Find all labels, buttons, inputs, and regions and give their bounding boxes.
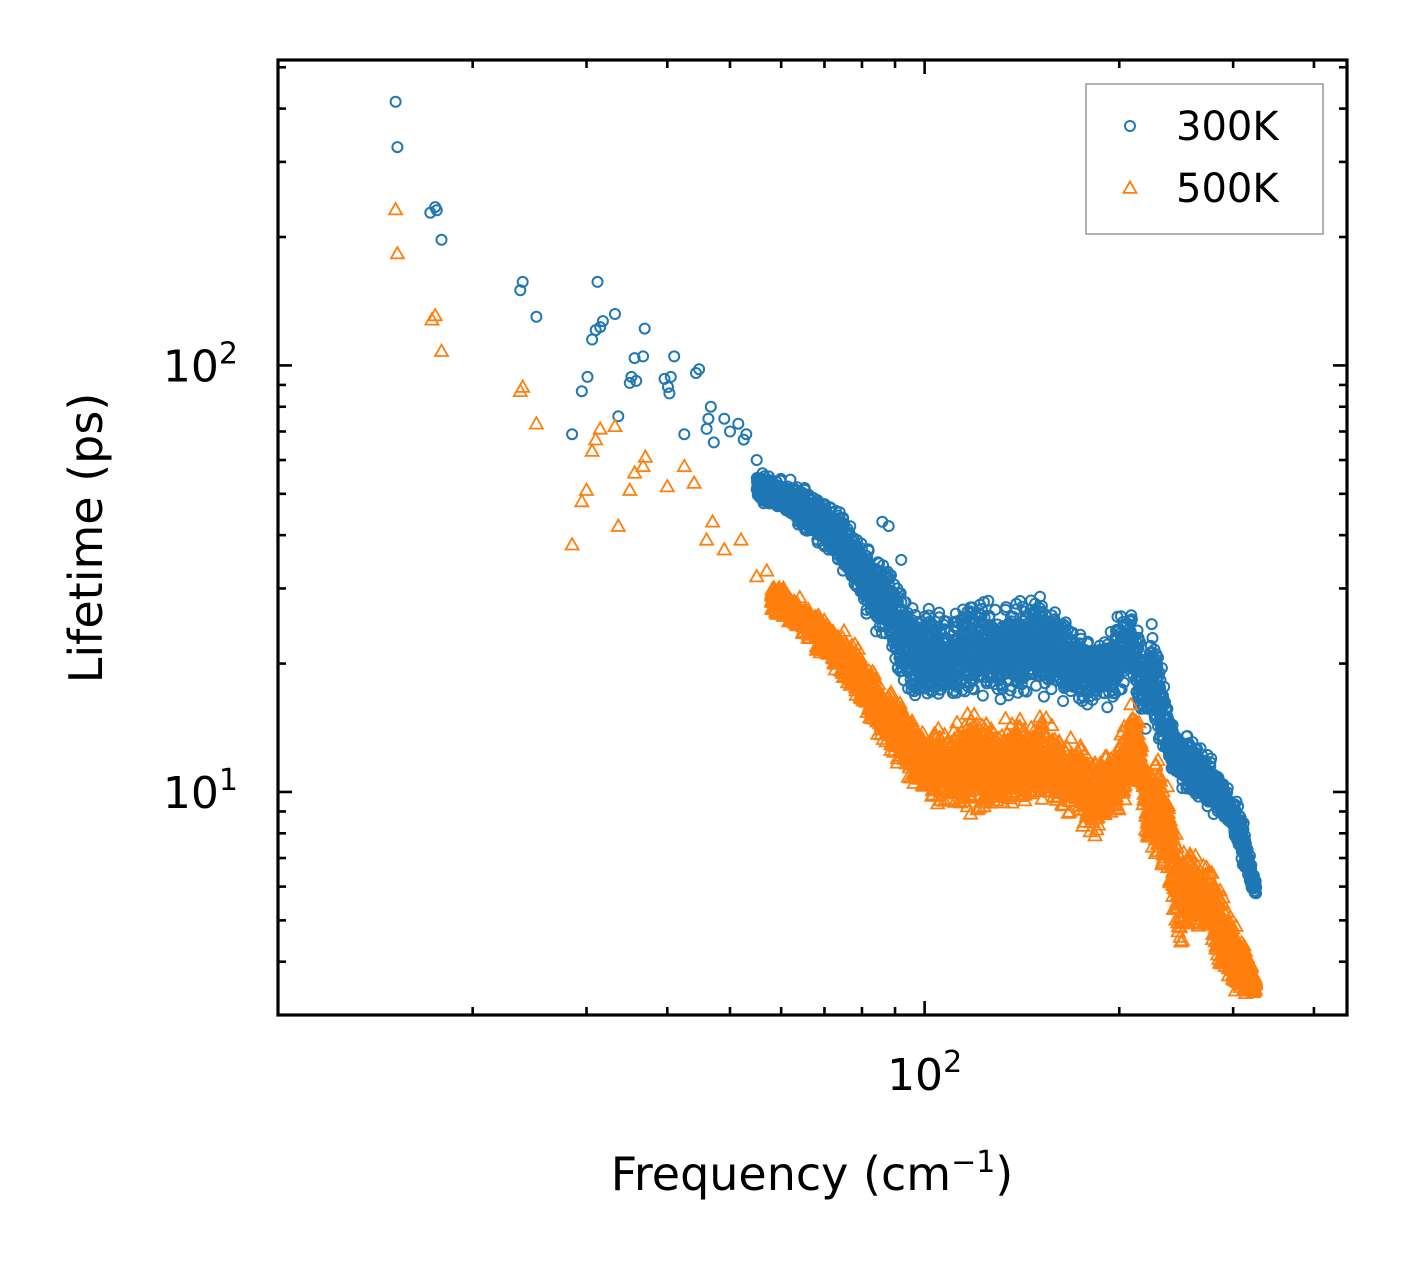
data-point-300k — [1145, 618, 1158, 631]
data-point-300k — [1057, 695, 1070, 707]
series-300k — [389, 95, 1263, 900]
series-layer — [387, 95, 1264, 999]
data-point-300k — [1074, 628, 1087, 641]
data-point-300k — [1010, 597, 1023, 610]
data-point-300k — [989, 603, 1002, 616]
